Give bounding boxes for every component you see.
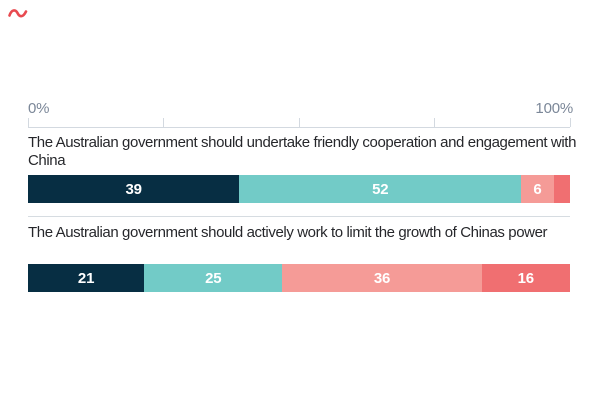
bar-segment[interactable]: 39 — [28, 175, 240, 203]
axis-max-label: 100% — [535, 100, 573, 117]
axis-tick — [434, 118, 435, 127]
bar-segment[interactable]: 36 — [282, 264, 482, 292]
poll-wave-logo-icon[interactable] — [8, 6, 28, 22]
bar-segment[interactable]: 6 — [521, 175, 554, 203]
bar-segment[interactable]: 52 — [239, 175, 522, 203]
question-text-2: The Australian government should activel… — [28, 224, 548, 241]
bar-segment[interactable]: 21 — [28, 264, 145, 292]
axis-min-label: 0% — [28, 100, 50, 117]
bar-segment[interactable] — [553, 175, 570, 203]
axis-tick — [298, 118, 300, 127]
axis-tick — [27, 118, 29, 127]
bar-segment[interactable]: 16 — [481, 264, 570, 292]
axis-tick — [163, 118, 164, 127]
stacked-bar-1: 39 52 6 — [28, 175, 570, 203]
stacked-bar-2: 21 25 36 16 — [28, 264, 570, 292]
axis-tick — [569, 118, 571, 127]
bar-segment[interactable]: 25 — [144, 264, 283, 292]
x-axis-line — [28, 127, 570, 128]
question-text-1: The Australian government should underta… — [28, 134, 577, 169]
divider-line — [28, 216, 570, 217]
